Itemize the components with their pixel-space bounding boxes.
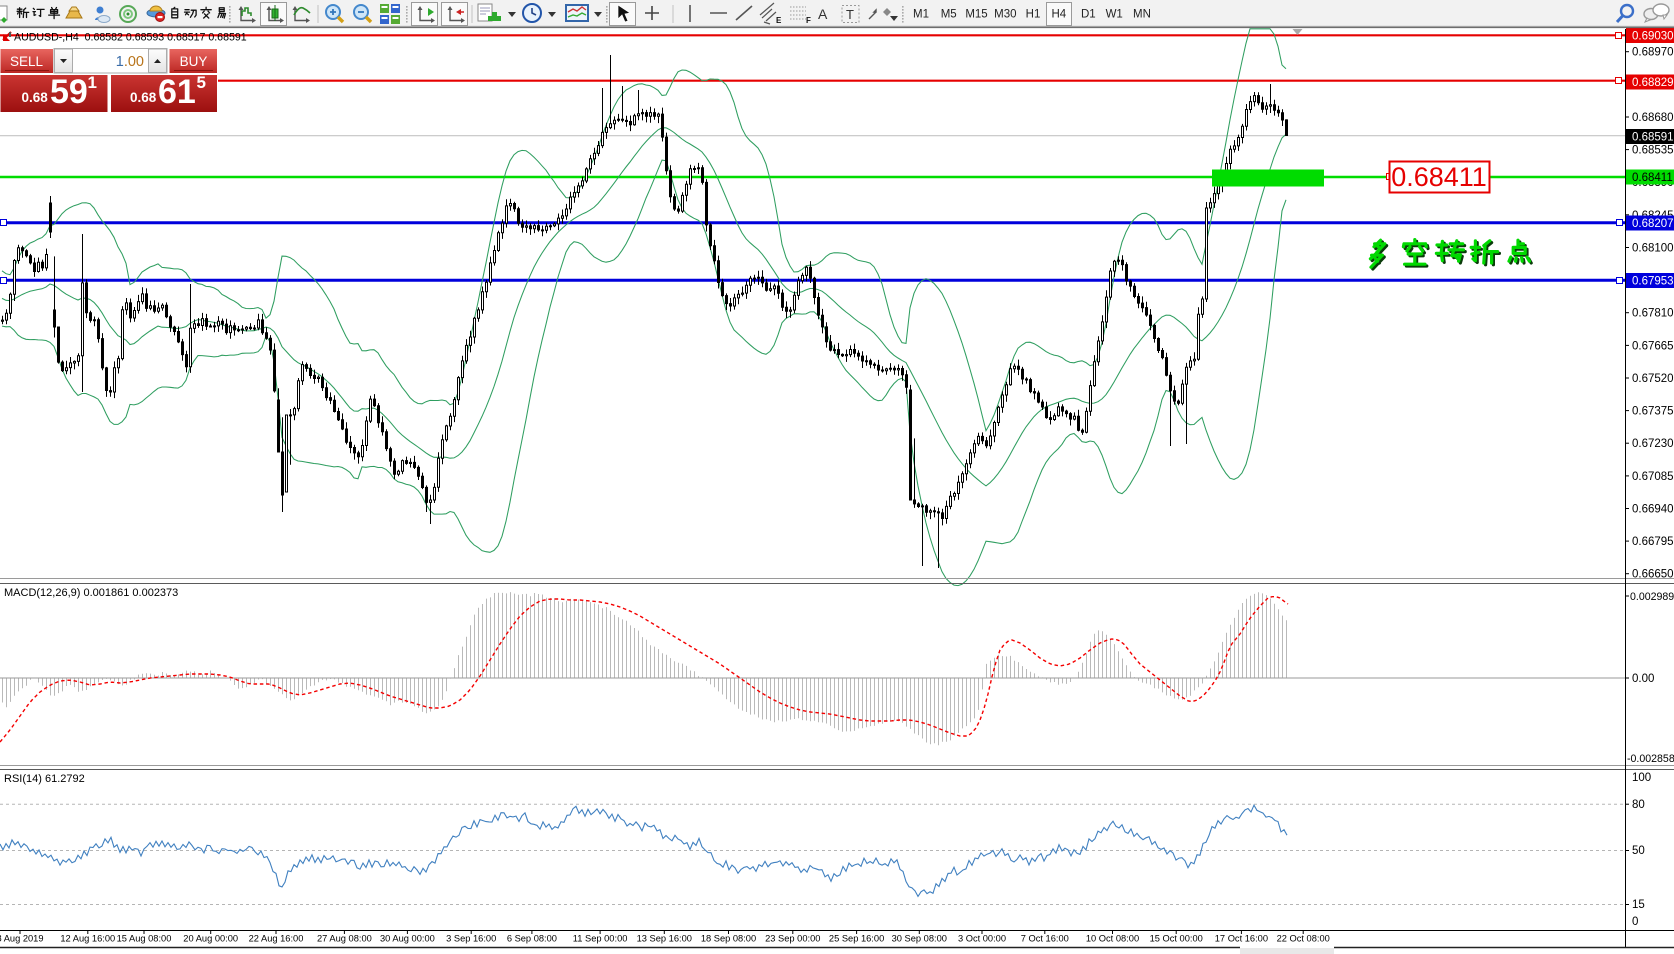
svg-text:M15: M15	[965, 9, 987, 21]
svg-text:18 Sep 08:00: 18 Sep 08:00	[701, 934, 756, 944]
svg-text:F: F	[806, 16, 811, 25]
svg-text:0.68680: 0.68680	[1632, 112, 1674, 124]
svg-text:1: 1	[88, 73, 97, 92]
svg-text:30 Sep 08:00: 30 Sep 08:00	[892, 934, 947, 944]
svg-text:0.66650: 0.66650	[1632, 569, 1674, 581]
svg-text:0.68: 0.68	[22, 90, 49, 105]
svg-text:17 Oct 16:00: 17 Oct 16:00	[1215, 934, 1268, 944]
svg-text:E: E	[776, 16, 782, 25]
svg-text:0.68411: 0.68411	[1632, 172, 1673, 184]
svg-text:8 Aug 2019: 8 Aug 2019	[0, 934, 44, 944]
svg-text:A: A	[818, 6, 828, 22]
svg-text:0.66940: 0.66940	[1632, 504, 1674, 516]
svg-text:11 Sep 00:00: 11 Sep 00:00	[573, 934, 628, 944]
svg-text:0.68411: 0.68411	[1391, 162, 1487, 192]
svg-text:22 Oct 08:00: 22 Oct 08:00	[1277, 934, 1330, 944]
svg-text:3 Sep 16:00: 3 Sep 16:00	[446, 934, 496, 944]
svg-text:M30: M30	[994, 9, 1016, 21]
svg-text:H1: H1	[1026, 9, 1041, 21]
svg-text:0: 0	[1632, 916, 1638, 928]
svg-text:SELL: SELL	[10, 54, 44, 69]
svg-text:H4: H4	[1051, 9, 1066, 21]
svg-text:0.67953: 0.67953	[1632, 276, 1674, 288]
svg-text:0.69030: 0.69030	[1632, 31, 1674, 43]
svg-text:5: 5	[197, 73, 206, 92]
svg-text:15: 15	[1632, 899, 1645, 911]
svg-text:30 Aug 00:00: 30 Aug 00:00	[380, 934, 435, 944]
svg-text:27 Aug 08:00: 27 Aug 08:00	[317, 934, 372, 944]
svg-text:0.68207: 0.68207	[1632, 218, 1674, 230]
svg-text:MACD(12,26,9) 0.001861 0.00237: MACD(12,26,9) 0.001861 0.002373	[4, 587, 178, 599]
svg-text:61: 61	[158, 73, 196, 111]
svg-text:0.00: 0.00	[1632, 673, 1654, 685]
svg-text:22 Aug 16:00: 22 Aug 16:00	[249, 934, 304, 944]
svg-text:M5: M5	[941, 9, 957, 21]
svg-text:0.002989: 0.002989	[1630, 591, 1674, 603]
svg-text:15 Oct 00:00: 15 Oct 00:00	[1150, 934, 1203, 944]
svg-text:10 Oct 08:00: 10 Oct 08:00	[1086, 934, 1139, 944]
svg-text:W1: W1	[1106, 9, 1123, 21]
svg-text:0.67085: 0.67085	[1632, 471, 1674, 483]
svg-text:T: T	[846, 7, 854, 22]
svg-text:50: 50	[1632, 845, 1645, 857]
svg-text:-0.002858: -0.002858	[1627, 753, 1674, 765]
svg-text:RSI(14) 61.2792: RSI(14) 61.2792	[4, 773, 85, 785]
svg-text:15 Aug 08:00: 15 Aug 08:00	[117, 934, 172, 944]
svg-text:BUY: BUY	[180, 54, 208, 69]
svg-text:0.67230: 0.67230	[1632, 438, 1674, 450]
svg-text:0.68970: 0.68970	[1632, 47, 1674, 59]
svg-text:23 Sep 00:00: 23 Sep 00:00	[765, 934, 820, 944]
svg-text:AUDUSD-,H4 0.68582 0.68593 0.: AUDUSD-,H4 0.68582 0.68593 0.68517 0.685…	[14, 32, 247, 44]
svg-text:0.68591: 0.68591	[1632, 132, 1674, 144]
svg-text:0.67375: 0.67375	[1632, 406, 1674, 418]
svg-text:59: 59	[50, 73, 88, 111]
svg-text:0.67520: 0.67520	[1632, 373, 1674, 385]
svg-text:0.67665: 0.67665	[1632, 340, 1674, 352]
svg-text:6 Sep 08:00: 6 Sep 08:00	[507, 934, 557, 944]
svg-text:13 Sep 16:00: 13 Sep 16:00	[637, 934, 692, 944]
svg-text:3 Oct 00:00: 3 Oct 00:00	[958, 934, 1006, 944]
svg-text:25 Sep 16:00: 25 Sep 16:00	[829, 934, 884, 944]
svg-text:100: 100	[1632, 772, 1651, 784]
svg-text:D1: D1	[1081, 9, 1096, 21]
svg-text:7 Oct 16:00: 7 Oct 16:00	[1021, 934, 1069, 944]
svg-text:0.67810: 0.67810	[1632, 308, 1674, 320]
svg-text:0.68829: 0.68829	[1632, 77, 1674, 89]
svg-text:0.68100: 0.68100	[1632, 243, 1674, 255]
svg-text:20 Aug 00:00: 20 Aug 00:00	[183, 934, 238, 944]
svg-text:MN: MN	[1133, 9, 1151, 21]
svg-text:M1: M1	[913, 9, 929, 21]
svg-text:12 Aug 16:00: 12 Aug 16:00	[60, 934, 115, 944]
svg-text:0.68535: 0.68535	[1632, 145, 1674, 157]
svg-text:80: 80	[1632, 799, 1645, 811]
svg-text:0.68: 0.68	[130, 90, 157, 105]
svg-text:1.00: 1.00	[116, 54, 144, 70]
svg-text:0.66795: 0.66795	[1632, 536, 1674, 548]
